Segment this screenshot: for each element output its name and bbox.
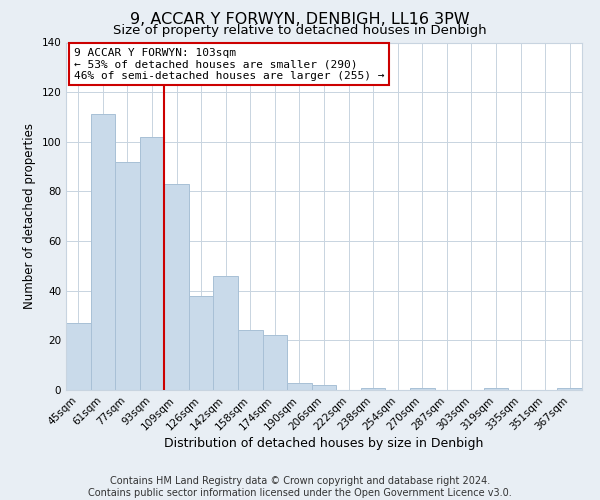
Bar xyxy=(66,323,91,390)
Bar xyxy=(287,382,312,390)
Bar xyxy=(238,330,263,390)
X-axis label: Distribution of detached houses by size in Denbigh: Distribution of detached houses by size … xyxy=(164,438,484,450)
Bar xyxy=(115,162,140,390)
Text: 9, ACCAR Y FORWYN, DENBIGH, LL16 3PW: 9, ACCAR Y FORWYN, DENBIGH, LL16 3PW xyxy=(130,12,470,28)
Text: Contains HM Land Registry data © Crown copyright and database right 2024.
Contai: Contains HM Land Registry data © Crown c… xyxy=(88,476,512,498)
Bar xyxy=(361,388,385,390)
Bar xyxy=(484,388,508,390)
Bar xyxy=(263,336,287,390)
Bar xyxy=(557,388,582,390)
Bar xyxy=(214,276,238,390)
Bar xyxy=(312,385,336,390)
Bar xyxy=(91,114,115,390)
Bar xyxy=(164,184,189,390)
Bar xyxy=(189,296,214,390)
Y-axis label: Number of detached properties: Number of detached properties xyxy=(23,123,36,309)
Bar xyxy=(140,137,164,390)
Bar xyxy=(410,388,434,390)
Text: Size of property relative to detached houses in Denbigh: Size of property relative to detached ho… xyxy=(113,24,487,37)
Text: 9 ACCAR Y FORWYN: 103sqm
← 53% of detached houses are smaller (290)
46% of semi-: 9 ACCAR Y FORWYN: 103sqm ← 53% of detach… xyxy=(74,48,384,81)
